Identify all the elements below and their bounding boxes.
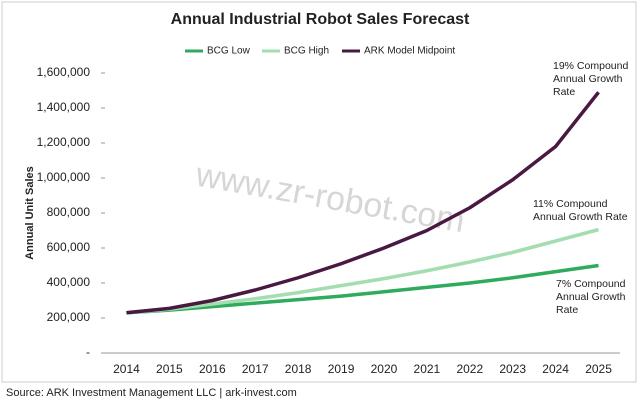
- y-tick-label: 1,000,000: [37, 170, 91, 184]
- annotation: Annual Growth: [553, 73, 623, 85]
- series-line: [126, 91, 600, 315]
- annotation: Rate: [556, 304, 578, 316]
- x-tick-label: 2022: [456, 362, 483, 376]
- y-tick-label: 1,600,000: [37, 65, 91, 79]
- chart-title: Annual Industrial Robot Sales Forecast: [171, 11, 470, 28]
- y-tick-label: 800,000: [47, 205, 91, 219]
- x-tick-label: 2021: [414, 362, 441, 376]
- y-axis-label: Annual Unit Sales: [24, 166, 36, 260]
- series-line: [126, 263, 599, 315]
- annotation: Rate: [553, 86, 575, 98]
- x-tick-label: 2024: [542, 362, 569, 376]
- annotation: 19% Compound: [553, 60, 628, 72]
- legend-label: BCG High: [284, 46, 329, 57]
- legend-label: ARK Model Midpoint: [364, 46, 455, 57]
- y-tick-label: 200,000: [47, 310, 91, 324]
- x-tick-label: 2023: [499, 362, 526, 376]
- legend-label: BCG Low: [207, 46, 251, 57]
- y-tick-label: 600,000: [47, 240, 91, 254]
- x-tick-label: 2014: [113, 362, 140, 376]
- x-tick-label: 2019: [328, 362, 355, 376]
- frame: [1, 1, 637, 383]
- annotation: 7% Compound: [556, 278, 626, 290]
- x-tick-label: 2018: [285, 362, 312, 376]
- annotation: Annual Growth: [556, 291, 626, 303]
- x-tick-label: 2017: [242, 362, 269, 376]
- x-tick-label: 2025: [585, 362, 612, 376]
- y-tick-label: 1,400,000: [37, 100, 91, 114]
- source: Source: ARK Investment Management LLC | …: [6, 387, 297, 399]
- y-tick-label: 1,200,000: [37, 135, 91, 149]
- y-tick-label: 400,000: [47, 275, 91, 289]
- x-tick-label: 2015: [156, 362, 183, 376]
- x-tick-label: 2020: [371, 362, 398, 376]
- series-line: [126, 227, 599, 315]
- annotation: 11% Compound: [533, 198, 608, 210]
- annotation: Annual Growth Rate: [533, 211, 628, 223]
- watermark: www.zr-robot.com: [192, 156, 468, 241]
- x-tick-label: 2016: [199, 362, 226, 376]
- y-tick-label: -: [86, 345, 90, 359]
